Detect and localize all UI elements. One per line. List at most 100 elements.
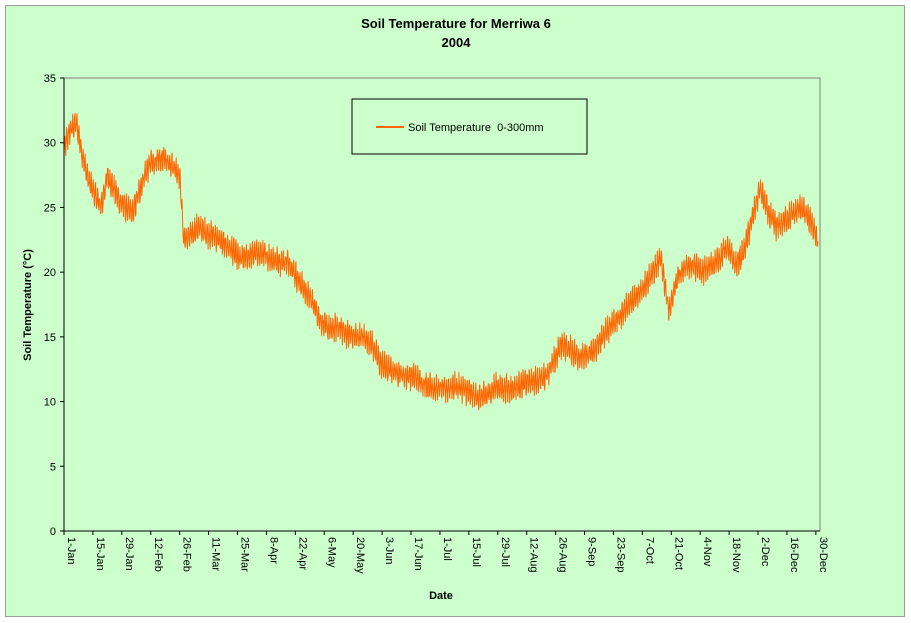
data-point bbox=[272, 259, 273, 260]
data-point bbox=[743, 252, 744, 253]
data-point bbox=[163, 158, 164, 159]
data-point bbox=[412, 375, 413, 376]
data-point bbox=[379, 362, 380, 363]
data-point bbox=[88, 181, 89, 182]
x-tick-label: 21-Oct bbox=[672, 537, 684, 570]
x-tick-label: 11-Mar bbox=[210, 537, 222, 571]
x-tick-label: 20-May bbox=[354, 537, 366, 574]
data-point bbox=[113, 187, 114, 188]
data-point bbox=[569, 349, 570, 350]
data-point bbox=[222, 243, 223, 244]
y-tick-label: 5 bbox=[50, 461, 56, 473]
x-tick-label: 15-Jul bbox=[470, 537, 482, 567]
data-point bbox=[256, 252, 257, 253]
x-tick-label: 12-Aug bbox=[528, 537, 540, 572]
data-point bbox=[660, 259, 661, 260]
data-point bbox=[735, 265, 736, 266]
data-point bbox=[528, 382, 529, 383]
legend-label: Soil Temperature 0-300mm bbox=[408, 122, 544, 134]
data-point bbox=[330, 330, 331, 331]
data-point bbox=[627, 304, 628, 305]
data-point bbox=[231, 248, 232, 249]
y-tick-label: 35 bbox=[44, 73, 56, 85]
data-point bbox=[768, 213, 769, 214]
data-point bbox=[578, 356, 579, 357]
chart-subtitle: 2004 bbox=[441, 35, 471, 50]
data-point bbox=[495, 385, 496, 386]
data-point bbox=[189, 235, 190, 236]
series-line bbox=[63, 112, 819, 411]
x-tick-label: 26-Feb bbox=[181, 537, 193, 572]
data-point bbox=[388, 369, 389, 370]
data-point bbox=[429, 385, 430, 386]
x-tick-label: 4-Nov bbox=[701, 537, 713, 567]
data-point bbox=[636, 297, 637, 298]
x-tick-label: 26-Aug bbox=[557, 537, 569, 572]
x-tick-label: 9-Sep bbox=[586, 537, 598, 566]
data-point bbox=[718, 259, 719, 260]
y-tick-label: 10 bbox=[44, 397, 56, 409]
data-point bbox=[76, 123, 77, 124]
data-point bbox=[751, 220, 752, 221]
data-point bbox=[809, 220, 810, 221]
data-point bbox=[652, 272, 653, 273]
x-tick-label: 1-Jan bbox=[65, 537, 77, 565]
data-point bbox=[462, 388, 463, 389]
data-point bbox=[520, 384, 521, 385]
data-point bbox=[619, 317, 620, 318]
data-point bbox=[784, 220, 785, 221]
data-point bbox=[669, 310, 670, 311]
data-point bbox=[470, 393, 471, 394]
data-point bbox=[297, 278, 298, 279]
data-point bbox=[305, 291, 306, 292]
data-point bbox=[280, 261, 281, 262]
data-point bbox=[726, 246, 727, 247]
data-point bbox=[138, 194, 139, 195]
data-point bbox=[611, 323, 612, 324]
data-point bbox=[156, 162, 157, 163]
x-tick-label: 15-Jan bbox=[94, 537, 106, 571]
data-point bbox=[371, 343, 372, 344]
data-point bbox=[206, 233, 207, 234]
x-tick-label: 29-Jan bbox=[123, 537, 135, 571]
y-tick-label: 0 bbox=[50, 526, 56, 538]
data-point bbox=[561, 343, 562, 344]
data-point bbox=[214, 235, 215, 236]
data-point bbox=[437, 388, 438, 389]
data-point bbox=[396, 371, 397, 372]
data-point bbox=[70, 129, 71, 130]
data-point bbox=[685, 265, 686, 266]
data-point bbox=[446, 388, 447, 389]
x-tick-label: 22-Apr bbox=[296, 537, 308, 570]
data-point bbox=[404, 375, 405, 376]
data-point bbox=[693, 265, 694, 266]
data-point bbox=[169, 162, 170, 163]
data-point bbox=[355, 336, 356, 337]
x-tick-label: 25-Mar bbox=[239, 537, 251, 572]
data-point bbox=[594, 349, 595, 350]
x-tick-label: 30-Dec bbox=[817, 537, 829, 573]
data-point bbox=[264, 255, 265, 256]
y-axis-label: Soil Temperature (°C) bbox=[22, 249, 34, 361]
x-tick-label: 16-Dec bbox=[788, 537, 800, 573]
data-point bbox=[150, 162, 151, 163]
x-tick-label: 12-Feb bbox=[152, 537, 164, 572]
data-point bbox=[183, 239, 184, 240]
x-tick-label: 23-Sep bbox=[614, 537, 626, 572]
data-point bbox=[776, 226, 777, 227]
data-point bbox=[677, 278, 678, 279]
x-tick-label: 3-Jun bbox=[383, 537, 395, 565]
data-point bbox=[107, 174, 108, 175]
data-point bbox=[144, 174, 145, 175]
data-point bbox=[322, 323, 323, 324]
x-axis-label: Date bbox=[429, 590, 453, 602]
data-point bbox=[503, 388, 504, 389]
data-point bbox=[82, 155, 83, 156]
data-point bbox=[94, 194, 95, 195]
data-point bbox=[247, 256, 248, 257]
data-point bbox=[702, 272, 703, 273]
data-point bbox=[553, 362, 554, 363]
data-point bbox=[119, 200, 120, 201]
data-point bbox=[239, 259, 240, 260]
